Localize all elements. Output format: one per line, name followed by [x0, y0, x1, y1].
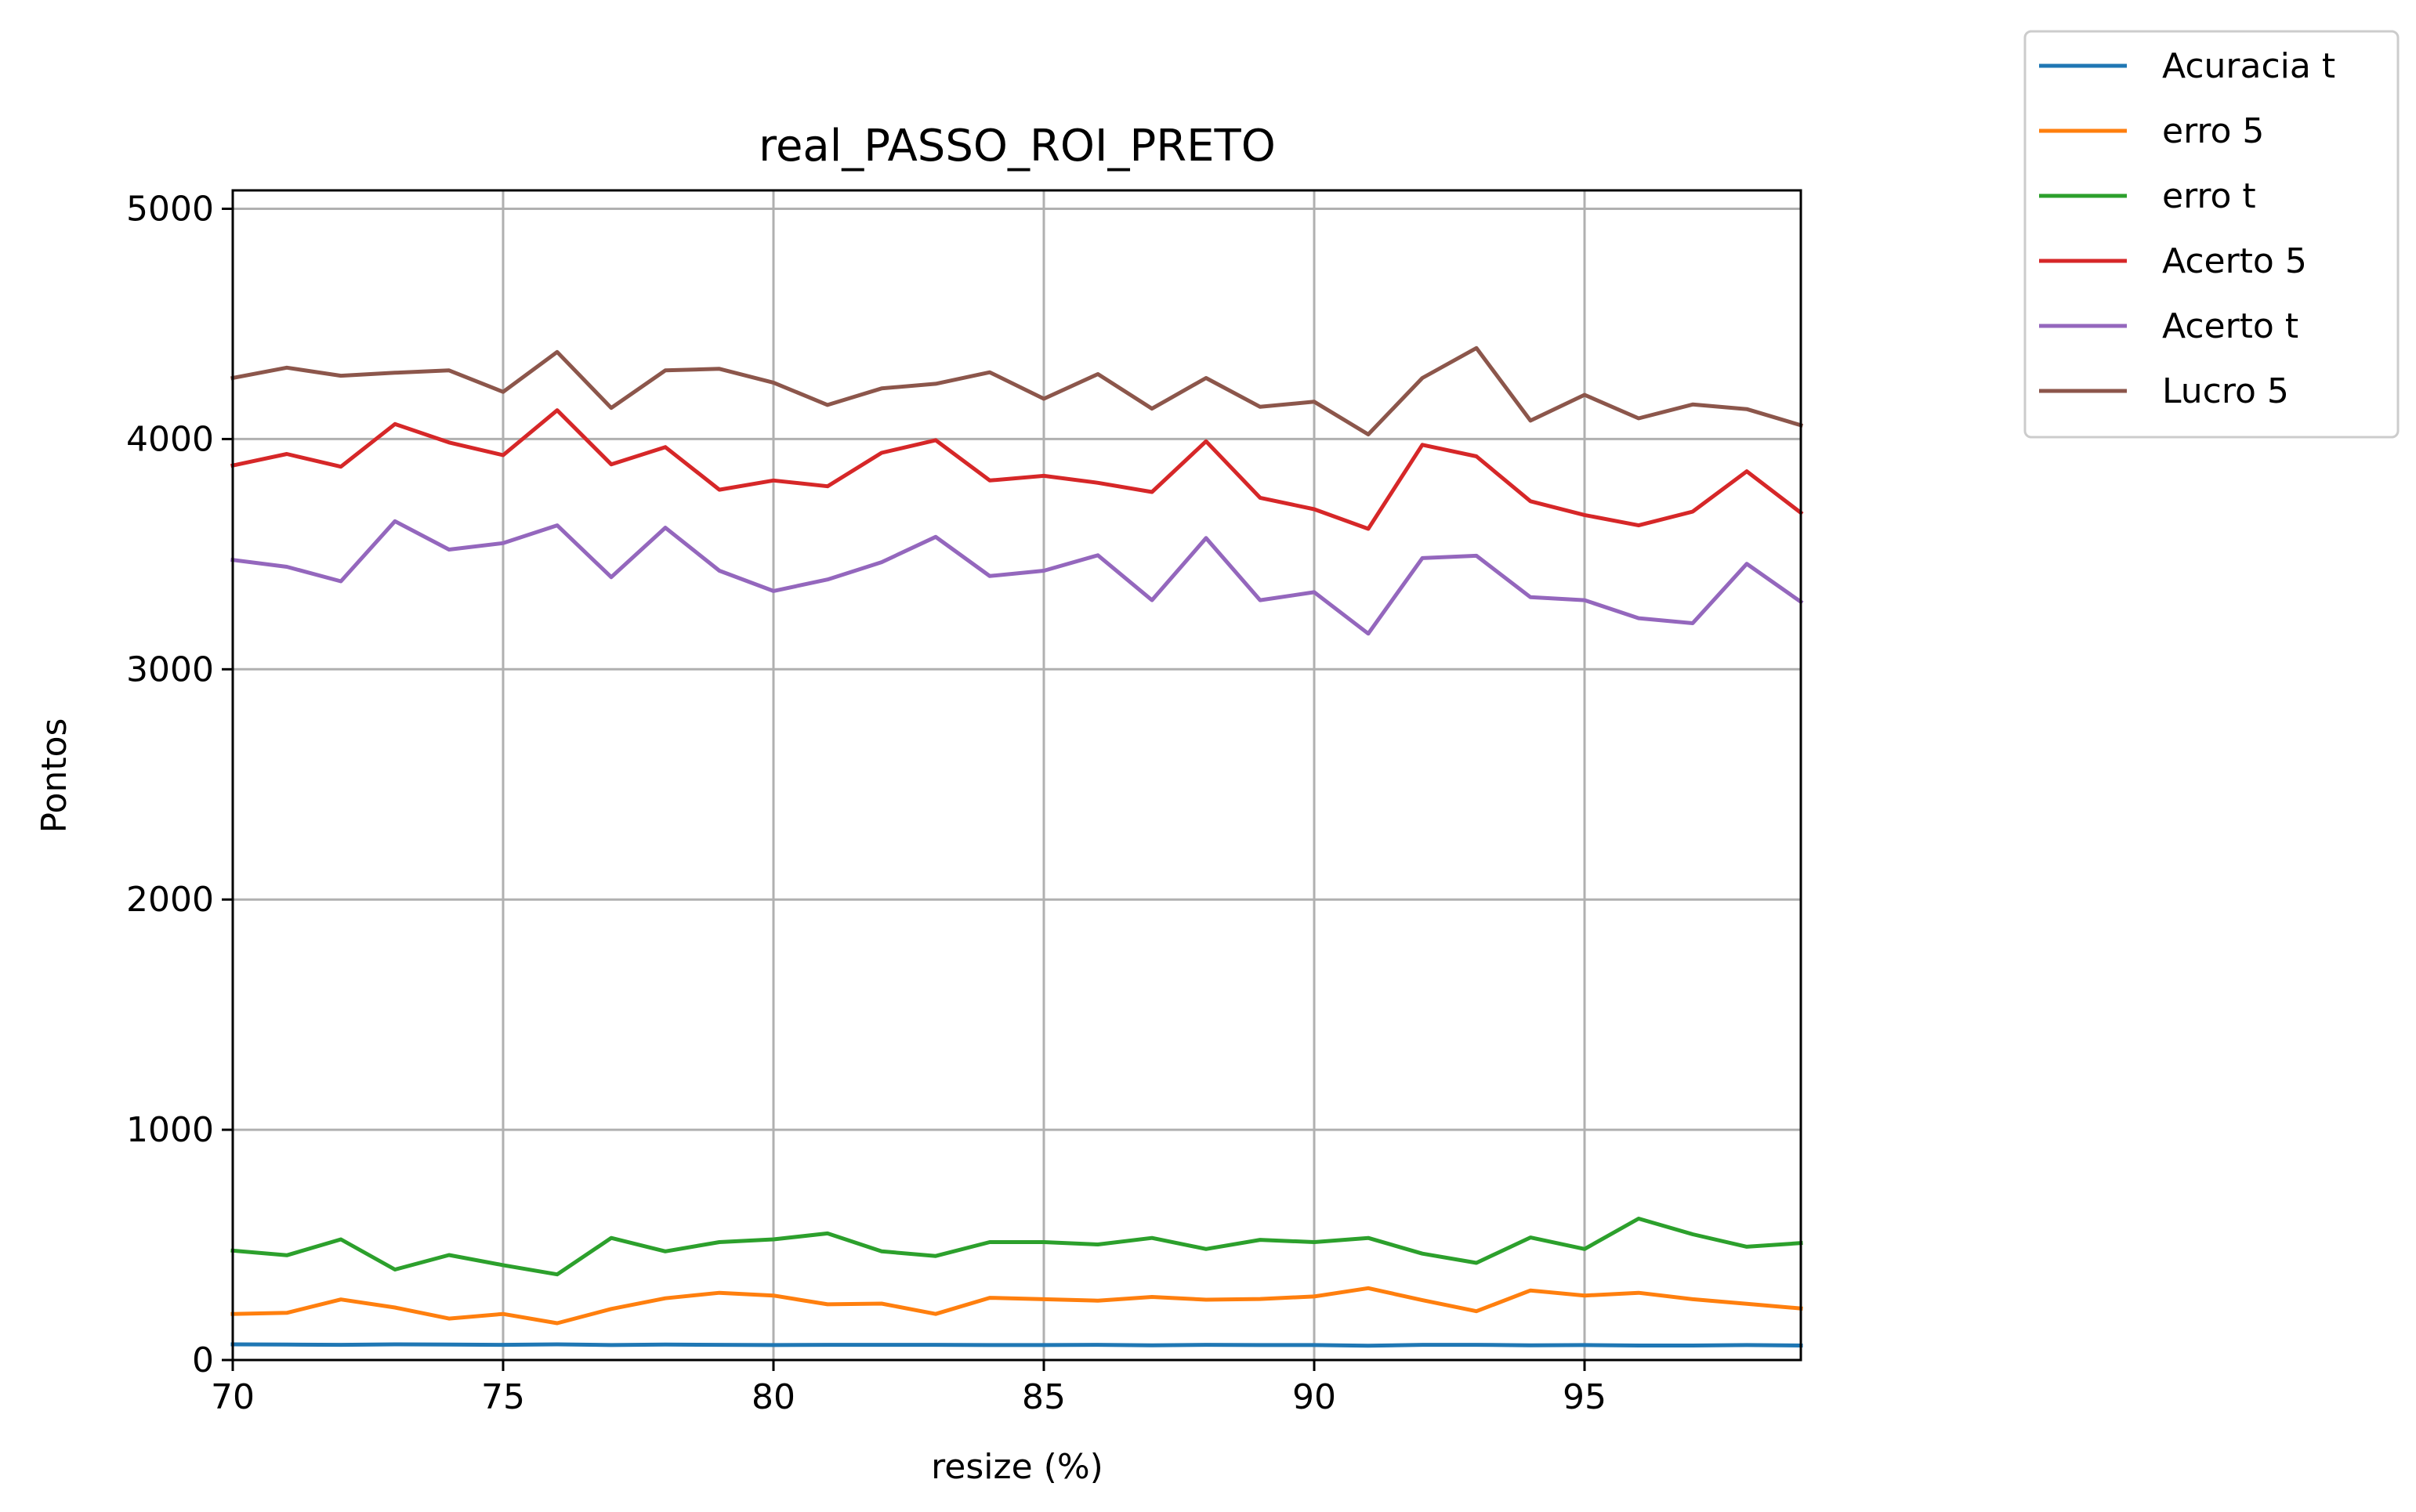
y-tick-label: 4000: [126, 419, 214, 459]
y-axis-ticks: 0 1000 2000 3000 4000 5000: [126, 190, 233, 1380]
y-tick-label: 2000: [126, 880, 214, 920]
plot-lines: [230, 345, 1804, 1348]
y-tick-label: 0: [192, 1340, 214, 1380]
legend-label: Acerto 5: [2162, 241, 2307, 281]
x-axis-label: resize (%): [931, 1447, 1103, 1487]
x-tick-label: 95: [1563, 1377, 1606, 1417]
grid-lines: [231, 190, 1801, 1362]
x-tick-label: 90: [1292, 1377, 1336, 1417]
legend-label: erro t: [2162, 176, 2256, 216]
y-tick-label: 5000: [126, 190, 214, 230]
legend-label: Acuracia t: [2162, 46, 2335, 86]
x-tick-label: 85: [1022, 1377, 1066, 1417]
y-axis-label: Pontos: [34, 718, 74, 834]
series-line-erro-5: [230, 1286, 1803, 1326]
plot-frame: [231, 189, 1802, 1362]
series-line-acerto-5: [230, 408, 1804, 531]
legend: Acuracia t erro 5 erro t Acerto 5 Acerto t Lu…: [2023, 30, 2400, 439]
y-tick-label: 3000: [126, 649, 214, 689]
x-axis-ticks: 70 75 80 85 90 95: [211, 1360, 1606, 1417]
x-tick-label: 70: [211, 1377, 255, 1417]
x-tick-label: 75: [481, 1377, 525, 1417]
x-tick-label: 80: [752, 1377, 795, 1417]
series-line-lucro-5: [230, 345, 1804, 436]
plot-area-border: [231, 189, 1802, 1362]
legend-label: erro 5: [2162, 111, 2264, 151]
series-line-acuracia-t: [230, 1342, 1803, 1348]
series-line-erro-t: [230, 1217, 1803, 1277]
y-tick-label: 1000: [126, 1110, 214, 1150]
legend-label: Acerto t: [2162, 306, 2298, 346]
series-line-acerto-t: [230, 519, 1804, 636]
legend-label: Lucro 5: [2162, 371, 2289, 411]
chart-title: real_PASSO_ROI_PRETO: [759, 121, 1276, 172]
